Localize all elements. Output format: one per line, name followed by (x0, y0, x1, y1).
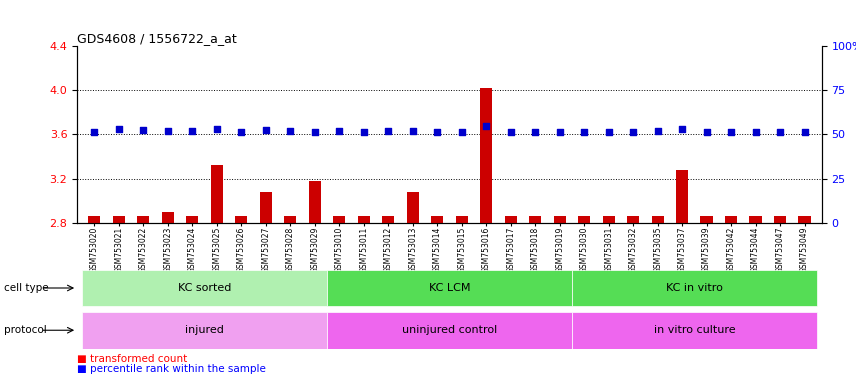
Bar (529, 216, 541, 223)
Point (431, 129, 444, 135)
Bar (578, 216, 591, 223)
Text: injured: injured (185, 325, 224, 335)
Bar (382, 216, 395, 223)
Point (283, 128, 297, 134)
Bar (480, 88, 492, 223)
Bar (235, 216, 247, 223)
Bar (651, 216, 663, 223)
Bar (407, 192, 419, 223)
Bar (603, 216, 615, 223)
Bar (431, 216, 443, 223)
Bar (327, 312, 572, 349)
Bar (504, 216, 517, 223)
Bar (554, 216, 566, 223)
Point (602, 129, 615, 135)
Point (528, 129, 542, 135)
Text: ■ transformed count: ■ transformed count (77, 354, 187, 364)
Text: protocol: protocol (4, 325, 47, 335)
Point (381, 128, 395, 134)
Bar (186, 216, 199, 223)
Point (627, 129, 640, 135)
Bar (750, 216, 762, 223)
Point (332, 128, 346, 134)
Point (235, 129, 248, 135)
Point (699, 129, 713, 135)
Bar (799, 216, 811, 223)
Point (577, 129, 591, 135)
Point (210, 126, 223, 132)
Point (161, 128, 175, 134)
Bar (572, 270, 817, 306)
Point (773, 129, 787, 135)
Bar (676, 170, 688, 223)
Bar (455, 216, 467, 223)
Text: uninjured control: uninjured control (401, 325, 497, 335)
Bar (308, 181, 321, 223)
Bar (88, 216, 100, 223)
Text: KC sorted: KC sorted (178, 283, 231, 293)
Bar (82, 312, 327, 349)
Point (136, 127, 150, 133)
Point (186, 128, 199, 134)
Point (259, 127, 272, 133)
Bar (327, 270, 572, 306)
Point (651, 128, 664, 134)
Bar (333, 216, 345, 223)
Point (724, 129, 738, 135)
Text: GDS4608 / 1556722_a_at: GDS4608 / 1556722_a_at (77, 32, 237, 45)
Bar (358, 216, 370, 223)
Bar (572, 312, 817, 349)
Point (406, 128, 419, 134)
Point (798, 129, 811, 135)
Bar (112, 216, 125, 223)
Bar (82, 270, 327, 306)
Bar (211, 166, 223, 223)
Bar (137, 216, 149, 223)
Bar (284, 216, 296, 223)
Text: in vitro culture: in vitro culture (654, 325, 735, 335)
Bar (162, 212, 174, 223)
Point (553, 129, 567, 135)
Point (749, 129, 763, 135)
Text: ■ percentile rank within the sample: ■ percentile rank within the sample (77, 364, 266, 374)
Point (479, 122, 493, 129)
Point (504, 129, 518, 135)
Point (455, 129, 468, 135)
Point (308, 129, 322, 135)
Bar (627, 216, 639, 223)
Bar (259, 192, 272, 223)
Bar (774, 216, 787, 223)
Bar (725, 216, 737, 223)
Point (675, 126, 689, 132)
Text: cell type: cell type (4, 283, 49, 293)
Point (357, 129, 371, 135)
Text: KC LCM: KC LCM (429, 283, 470, 293)
Bar (700, 216, 713, 223)
Point (112, 126, 126, 132)
Text: KC in vitro: KC in vitro (666, 283, 722, 293)
Point (87, 129, 101, 135)
